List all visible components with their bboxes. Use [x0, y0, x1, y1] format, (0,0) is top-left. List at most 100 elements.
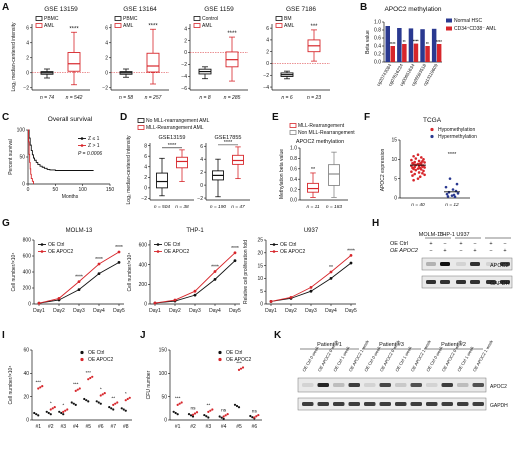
k-band-apoc2 — [348, 383, 360, 387]
legend-swatch — [40, 250, 44, 253]
b-significance: **** — [436, 40, 442, 44]
h-band-apoc2 — [426, 262, 436, 266]
i-point-apoc2 — [74, 389, 77, 392]
y-tick-label: 2 — [200, 170, 203, 176]
i-group-label: #2 — [48, 424, 54, 430]
y-tick-label: 0.6 — [290, 167, 297, 173]
b-y-label: Beta value — [365, 30, 371, 54]
box-iqr — [146, 52, 160, 73]
h-sign: − — [459, 248, 462, 254]
c-x-tick-label: 150 — [106, 187, 115, 193]
y-tick-label: 4 — [200, 157, 203, 163]
g-y-label: Cell number/×10⁴ — [127, 253, 133, 292]
g-x-tick-label: Day4 — [93, 308, 105, 314]
f-point-hypo — [412, 167, 415, 171]
a-panel-title: GSE 13164 — [123, 6, 157, 13]
legend-label: Control — [202, 16, 218, 22]
j-point-ctrl — [237, 406, 241, 409]
j-group-label: #1 — [175, 424, 181, 430]
i-point-apoc2 — [116, 401, 119, 404]
j-point-ctrl — [249, 414, 252, 418]
i-point-apoc2 — [99, 394, 102, 397]
legend-swatch — [80, 350, 84, 355]
y-tick-label: −2 — [263, 73, 269, 79]
k-patient-label: Patient #3 — [379, 342, 404, 348]
y-tick-label: 100 — [17, 128, 26, 134]
g-point — [233, 251, 237, 255]
k-band-gapdh — [395, 402, 407, 406]
g-significance: **** — [347, 248, 355, 254]
box-iqr — [156, 172, 168, 189]
i-point-apoc2 — [89, 376, 92, 380]
a-n-label: n = 285 — [224, 95, 241, 101]
y-tick-label: 0.8 — [290, 156, 297, 162]
legend-label: AML — [202, 23, 213, 29]
j-point-ctrl — [172, 410, 175, 413]
k-band-apoc2 — [457, 383, 469, 387]
a-box-control — [280, 70, 294, 80]
j-point-ctrl — [189, 414, 193, 417]
legend-swatch — [193, 16, 201, 21]
j-point-ctrl — [233, 403, 237, 406]
f-point-hyper — [452, 193, 456, 197]
f-title: TCGA — [423, 117, 442, 124]
j-point-apoc2 — [224, 414, 227, 417]
y-tick-label: 0 — [28, 302, 31, 308]
j-point-ctrl — [218, 415, 221, 418]
i-point-apoc2 — [49, 408, 52, 411]
legend-swatch — [137, 125, 145, 130]
g-significance: ** — [329, 265, 333, 271]
a-n-label: n = 74 — [40, 95, 54, 101]
k-band-label: GAPDH — [490, 403, 508, 409]
j-point-apoc2 — [222, 415, 225, 418]
g-point — [269, 300, 273, 303]
y-tick-label: 400 — [139, 262, 148, 268]
d-n-label: n = 47 — [231, 204, 245, 210]
legend-label: OE APOC2 — [280, 249, 306, 255]
k-patient-label: Patient #2 — [441, 342, 466, 348]
legend-label: PBMC — [123, 16, 138, 22]
y-tick-label: 0.4 — [374, 44, 381, 50]
i-significance: * — [125, 391, 127, 397]
h-sign: + — [503, 248, 506, 254]
a-box-control — [198, 66, 212, 80]
j-point-apoc2 — [207, 410, 210, 413]
y-tick-label: 0.4 — [290, 177, 297, 183]
d-box-non-mll — [156, 157, 168, 197]
legend-label: AML — [284, 23, 295, 29]
i-point-ctrl — [108, 406, 111, 409]
f-y-label: APOC2 expression — [380, 149, 386, 192]
h-sign: + — [443, 248, 446, 254]
f-point-hypo — [410, 170, 413, 174]
j-point-ctrl — [187, 413, 191, 416]
y-tick-label: 60 — [23, 348, 29, 354]
j-group-label: #2 — [190, 424, 196, 430]
h-sign: − — [473, 241, 476, 247]
legend-label: CD34⁺CD38⁻ AML — [454, 26, 496, 32]
y-tick-label: 600 — [23, 254, 32, 260]
f-point-hypo — [410, 158, 413, 162]
legend-swatch — [289, 130, 297, 135]
d-significance: **** — [224, 140, 233, 146]
i-significance: * — [50, 400, 52, 406]
g-panel-title: MOLM-13 — [66, 228, 93, 234]
f-point-hypo — [421, 171, 424, 175]
g-panel-title: THP-1 — [186, 228, 204, 234]
legend-swatch — [430, 127, 434, 132]
j-point-ctrl — [174, 411, 177, 415]
b-significance: ** — [426, 42, 429, 46]
f-point-hypo — [414, 157, 418, 160]
y-tick-label: −2 — [23, 85, 29, 91]
f-point-hypo — [423, 161, 426, 164]
a-significance: *** — [310, 24, 318, 30]
h-cell-line: THP-1 — [439, 232, 455, 238]
legend-label: MLL-Rearrangement AML — [146, 125, 204, 131]
i-point-ctrl — [33, 411, 36, 415]
i-group-label: #5 — [85, 424, 91, 430]
i-point-ctrl — [47, 411, 50, 415]
h-band-gapdh — [426, 280, 436, 284]
g-significance: **** — [115, 245, 123, 251]
j-group-label: #4 — [221, 424, 227, 430]
a-n-label: n = 8 — [199, 95, 210, 101]
i-significance: *** — [73, 382, 79, 388]
